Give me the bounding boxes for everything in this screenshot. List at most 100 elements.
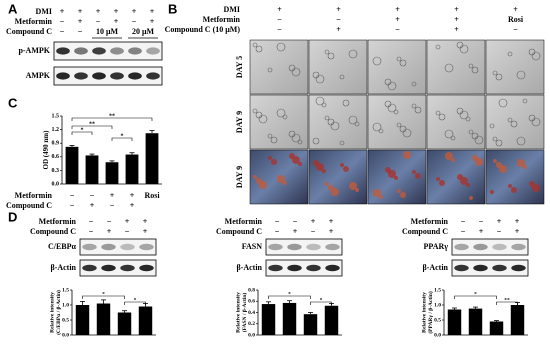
cell [445,152,453,160]
cell [339,74,345,80]
cell [444,63,454,73]
micrograph [426,149,486,205]
cell [469,196,473,200]
label: + [479,227,484,236]
band [74,72,88,80]
band [110,47,124,55]
band [56,72,70,80]
band [74,47,88,55]
cell [450,135,456,141]
label: Compound C [6,201,52,210]
cell [355,188,359,192]
cell [396,122,402,128]
sig-bracket [71,125,113,129]
cell [444,129,454,139]
label: + [110,191,115,200]
cell [499,165,507,173]
band [287,264,302,272]
blot [79,259,157,277]
band [306,243,321,251]
y-axis-label: (FASN / β-Actin) [241,293,248,333]
band [473,264,488,272]
label: − [513,25,518,34]
cell [252,108,258,114]
bar [145,133,159,184]
cell [523,165,527,169]
band [492,243,507,251]
y-tick-label: 1.0 [62,302,69,308]
sig-bracket [124,301,146,305]
cell [517,159,525,167]
cell [297,139,303,145]
cell [414,106,422,114]
label: PPARγ [424,242,449,251]
label: Compound C [216,227,262,236]
y-axis-label: (PPARγ / β-Actin) [427,291,434,333]
label: − [89,217,94,226]
sig-bracket [310,301,332,305]
band [511,264,526,272]
cell [490,190,494,194]
sig-bracket [268,295,311,299]
cell [327,52,335,60]
label: + [293,227,298,236]
micrograph [426,94,486,150]
cell [324,49,330,55]
sig-label: * [474,291,477,297]
bar [105,162,119,184]
sig-bracket [71,117,153,121]
cell [459,44,469,54]
cell [292,156,300,164]
label: − [311,227,316,236]
sig-label: * [81,127,84,133]
y-axis-label: (C/EBPα / β-Actin) [55,290,62,335]
band [287,243,302,251]
label: − [110,201,115,210]
cell [460,177,468,185]
label: β-Actin [422,263,448,272]
label: − [60,17,65,26]
cell [532,184,540,192]
cell [316,163,324,171]
label: + [107,227,112,236]
label: + [96,7,101,16]
cell [271,159,277,165]
cell [493,159,497,163]
cell [507,117,513,123]
label: D [8,209,17,224]
label: + [329,227,334,236]
cell [468,129,474,135]
y-tick-label: 0.5 [62,317,69,323]
sig-label: * [121,133,124,139]
label: A [8,1,18,16]
cell [267,67,273,73]
sig-bracket [71,131,93,135]
cell [270,136,278,144]
label: − [70,201,75,210]
y-tick-label: 0.9 [52,141,60,147]
blot [265,238,343,256]
bar [125,154,139,184]
micrograph [367,94,427,150]
label: + [114,17,119,26]
cell [495,139,503,147]
bar [447,309,462,335]
label: C/EBPα [48,242,77,251]
band [128,72,142,80]
cell [471,66,479,74]
blot [451,238,529,256]
blot [451,259,529,277]
micrograph [308,94,368,150]
label: + [132,7,137,16]
label: − [275,227,280,236]
cell [267,133,273,139]
band [325,264,340,272]
y-axis-label: Relative intensity [49,292,55,333]
bar [117,312,132,335]
bar [510,305,525,335]
label: B [168,1,177,16]
cell [378,128,384,134]
label: + [395,15,400,24]
label: DAY 5 [235,56,244,78]
sig-label: ** [504,297,510,303]
